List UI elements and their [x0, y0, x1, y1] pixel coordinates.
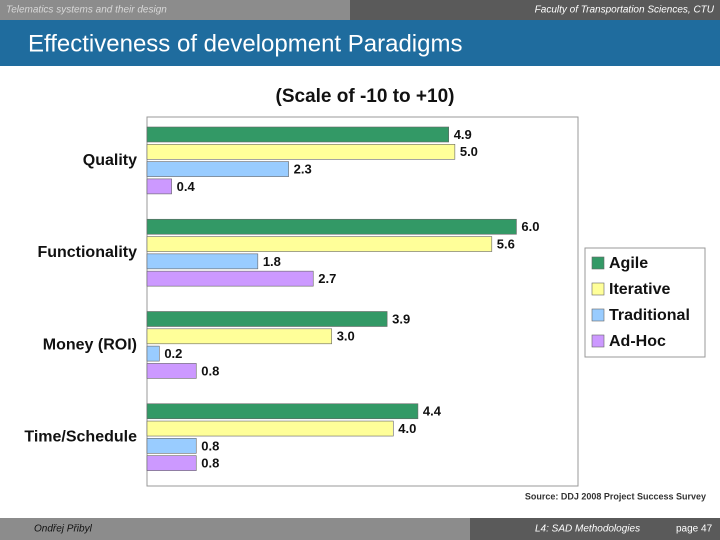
value-label: 2.7: [318, 271, 336, 286]
category-label: Time/Schedule: [24, 429, 137, 446]
plot-frame: [146, 116, 579, 487]
header-right-band: [350, 0, 720, 20]
header-left-band: [0, 0, 350, 20]
category-label: Money (ROI): [43, 336, 137, 353]
bar: [146, 253, 259, 270]
title-band: [0, 20, 720, 66]
value-label: 4.0: [398, 421, 416, 436]
slide-title: Effectiveness of development Paradigms: [28, 30, 462, 57]
bar: [146, 126, 450, 143]
bar: [146, 403, 419, 420]
chart-title: (Scale of -10 to +10): [276, 86, 455, 107]
header-right: Faculty of Transportation Sciences, CTU: [535, 5, 715, 16]
value-label: 3.0: [337, 329, 355, 344]
footer-right-band: [470, 518, 720, 540]
legend-label: Agile: [609, 255, 648, 272]
value-label: 0.8: [201, 438, 219, 453]
source: Source: DDJ 2008 Project Success Survey: [525, 491, 706, 501]
legend-label: Iterative: [609, 281, 670, 298]
legend-swatch: [591, 282, 605, 296]
legend-swatch: [591, 256, 605, 270]
bar: [146, 161, 289, 177]
value-label: 0.2: [164, 346, 182, 361]
category-label: Quality: [83, 152, 137, 169]
value-label: 3.9: [392, 311, 410, 326]
value-label: 0.8: [201, 363, 219, 378]
bar: [146, 363, 197, 379]
value-label: 6.0: [521, 219, 539, 234]
bar: [146, 218, 517, 235]
bar: [146, 270, 314, 287]
value-label: 5.0: [460, 144, 478, 159]
bar: [146, 178, 172, 195]
footer-right: page 47: [676, 524, 713, 535]
legend-label: Traditional: [609, 307, 690, 324]
bar: [146, 455, 197, 471]
legend-frame: [584, 247, 706, 358]
value-label: 4.9: [454, 127, 472, 142]
bar: [146, 438, 197, 454]
value-label: 4.4: [423, 404, 442, 419]
value-label: 5.6: [497, 236, 515, 251]
value-label: 0.4: [177, 179, 196, 194]
footer-center: L4: SAD Methodologies: [535, 524, 640, 535]
bar: [146, 420, 394, 437]
category-label: Functionality: [37, 244, 137, 261]
legend-label: Ad-Hoc: [609, 333, 666, 350]
value-label: 0.8: [201, 456, 219, 471]
value-label: 2.3: [294, 162, 312, 177]
bar: [146, 311, 388, 327]
bar: [146, 144, 456, 160]
bar: [146, 328, 333, 345]
value-label: 1.8: [263, 254, 281, 269]
legend-swatch: [591, 308, 605, 322]
legend-swatch: [591, 334, 605, 348]
footer-left: Ondřej Přibyl: [34, 524, 93, 535]
header-left: Telematics systems and their design: [6, 5, 167, 16]
bar: [146, 345, 160, 362]
bar: [146, 236, 493, 252]
